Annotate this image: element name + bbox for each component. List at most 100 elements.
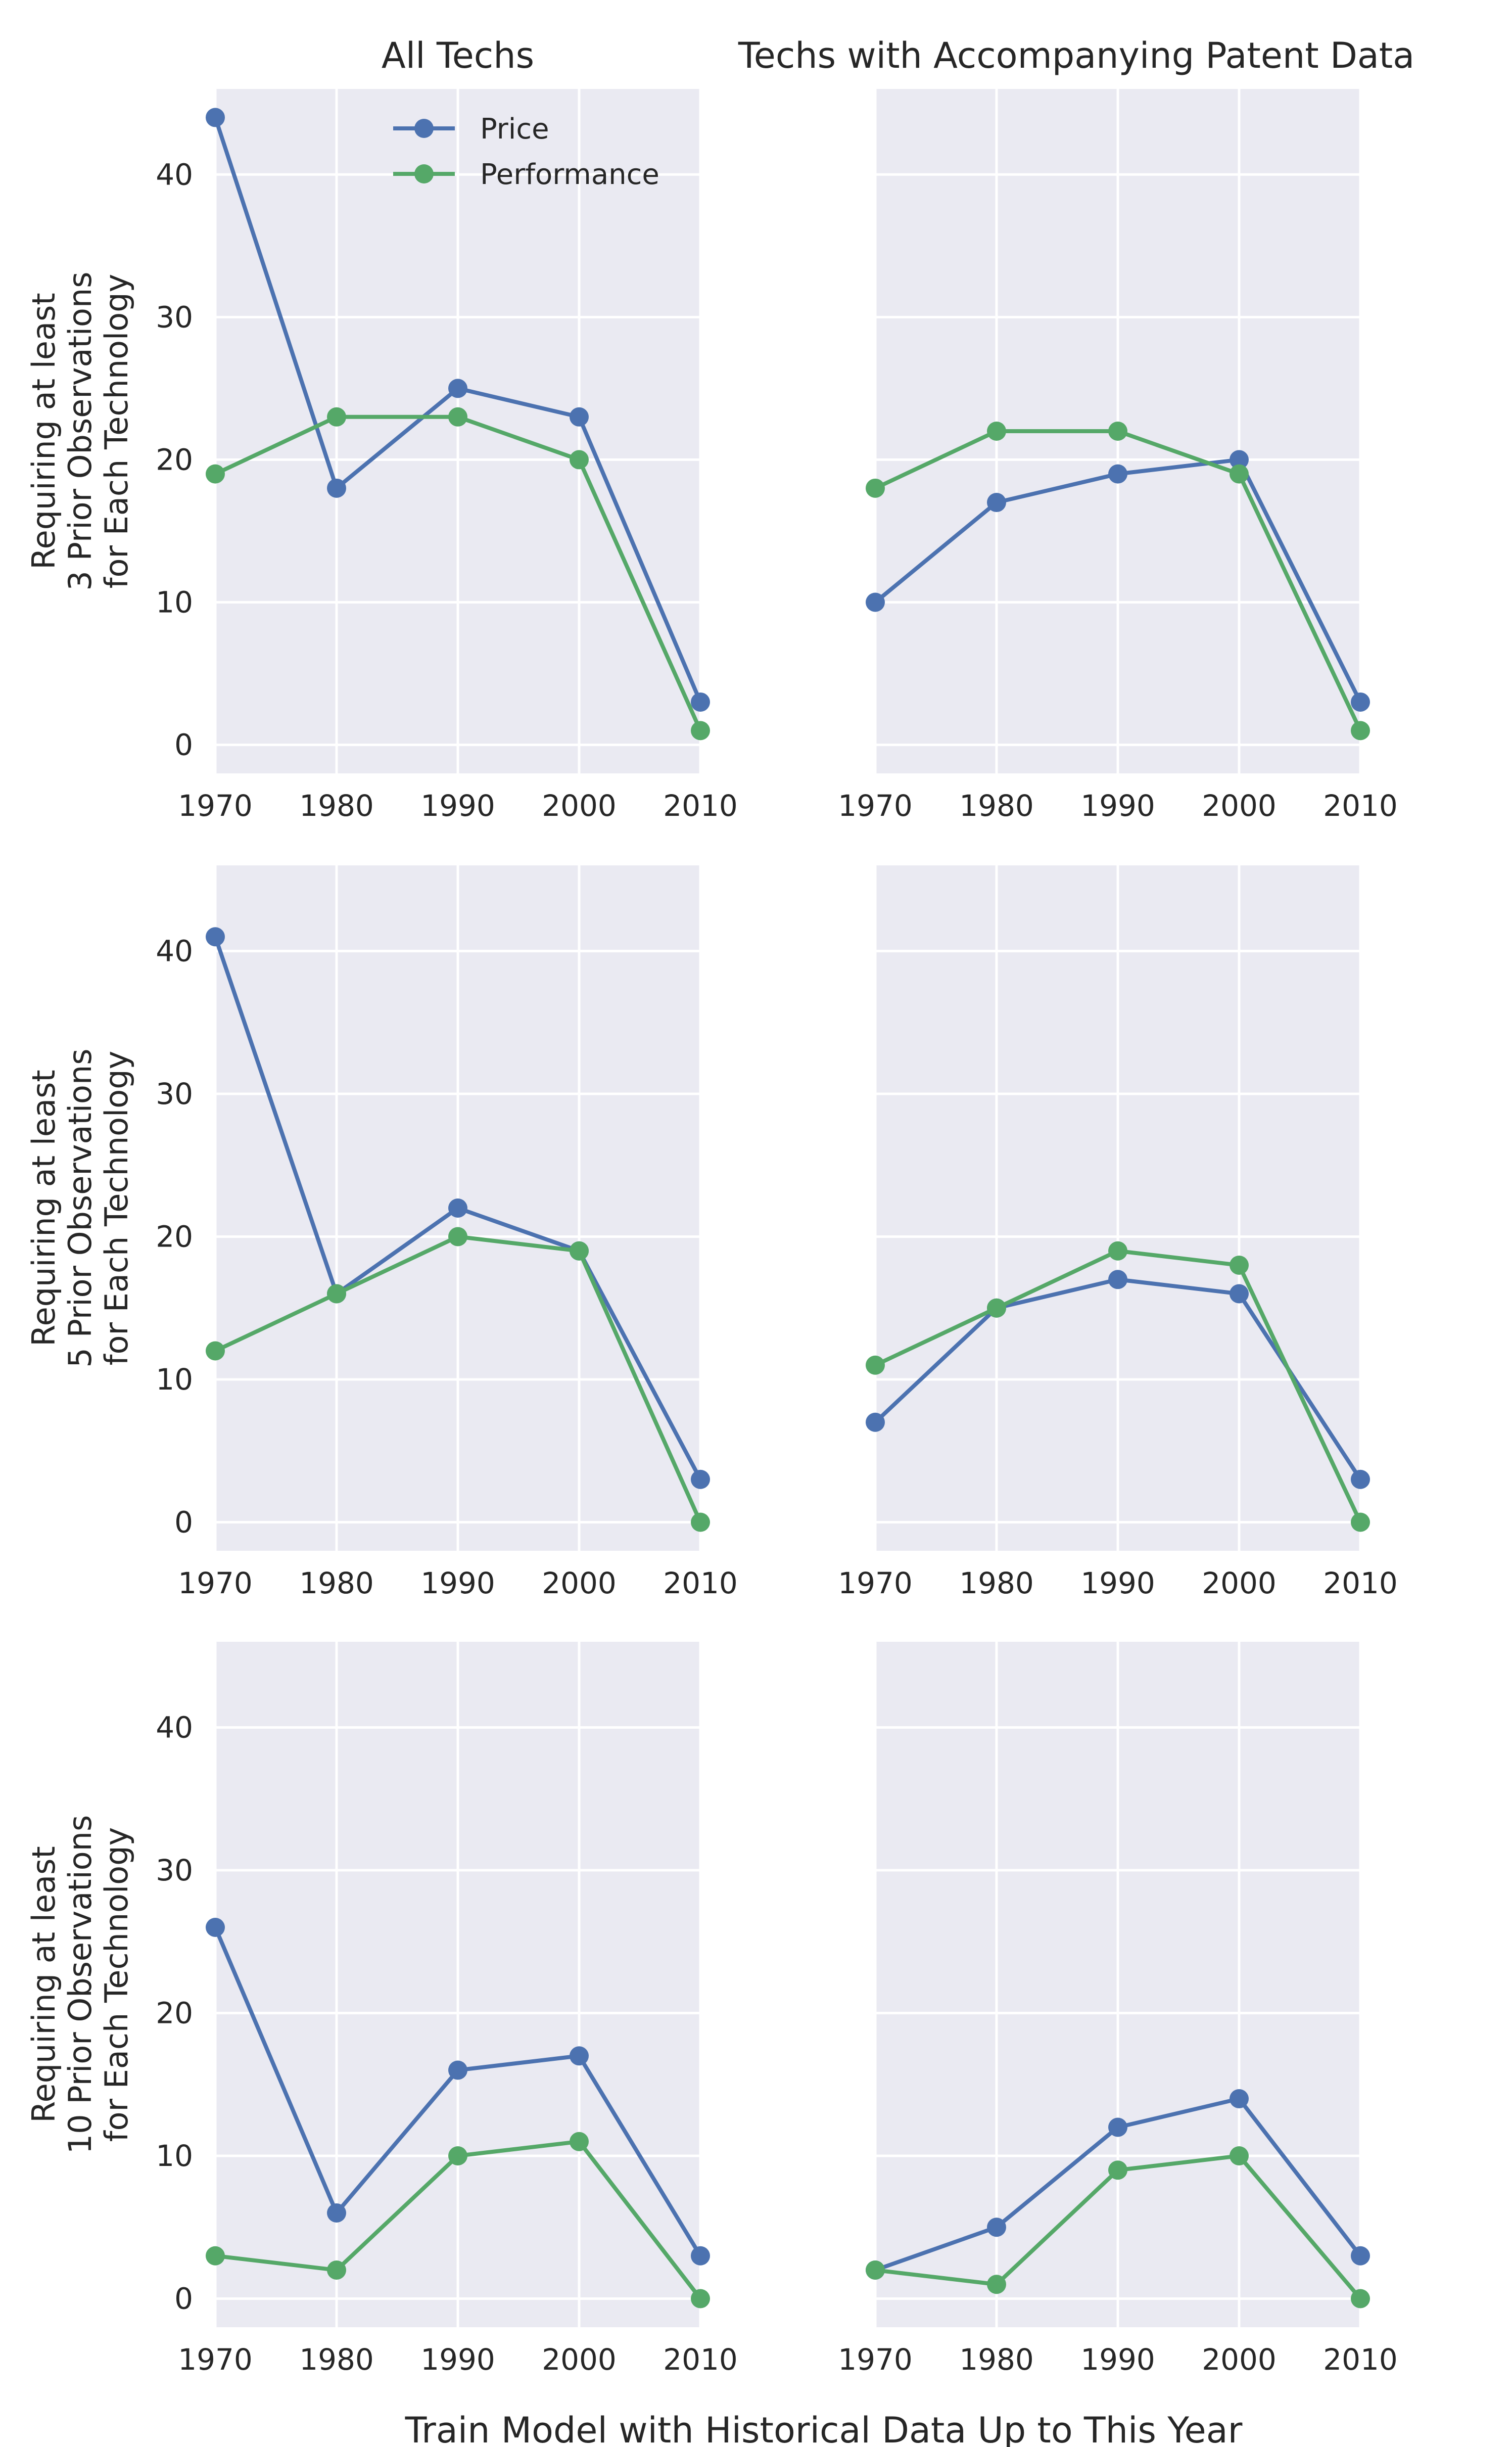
data-point-performance [1230,464,1249,484]
data-point-price [866,1412,885,1432]
data-point-performance [1108,2160,1127,2180]
y-tick-label: 0 [174,2282,193,2316]
data-point-performance [206,464,225,484]
panel-r0-c0: 0 10 20 30 40 1970 1980 1990 2000 2010 Requiring a… [25,89,738,823]
y-tick-label: 0 [174,728,193,762]
data-point-performance [1230,1256,1249,1275]
x-tick-label: 2010 [663,2342,738,2377]
y-tick-label: 10 [156,585,193,620]
y-tick-label: 20 [156,1996,193,2030]
x-tick-label: 2010 [1323,1566,1398,1600]
x-tick-label: 1970 [838,789,913,823]
x-tick-label: 2010 [1323,789,1398,823]
panel-r0-c1: 1970 1980 1990 2000 2010 [838,89,1398,823]
row-label-line: 3 Prior Observations [62,271,99,590]
data-point-price [327,2203,346,2223]
data-point-performance [987,422,1006,441]
data-point-price [1108,464,1127,484]
data-point-performance [1108,422,1127,441]
data-point-price [1230,2089,1249,2108]
row-label-line: Requiring at least [25,1846,62,2122]
x-tick-label: 2010 [663,1566,738,1600]
x-tick-label: 2000 [1202,1566,1277,1600]
data-point-performance [691,1512,710,1532]
column-title-all-techs: All Techs [382,35,534,76]
data-point-price [570,407,589,427]
y-tick-label: 40 [156,157,193,192]
x-tick-label: 2000 [1202,789,1277,823]
row-label-line: for Each Technology [98,274,135,589]
row-label-line: Requiring at least [25,293,62,569]
column-title-patent-techs: Techs with Accompanying Patent Data [738,35,1414,76]
data-point-price [206,927,225,947]
data-point-performance [987,1298,1006,1318]
data-point-price [448,379,467,398]
data-point-performance [570,450,589,470]
data-point-performance [866,1355,885,1375]
data-point-performance [1108,1241,1127,1261]
x-tick-label: 1990 [420,2342,495,2377]
row-label-2: Requiring at least10 Prior Observationsf… [25,1815,135,2154]
row-label-0: Requiring at least3 Prior Observationsfo… [25,271,135,590]
panel-r1-c0: 0 10 20 30 40 1970 1980 1990 2000 2010 Requiring a… [25,865,738,1600]
data-point-performance [448,2146,467,2165]
data-point-performance [1351,2289,1370,2309]
data-point-performance [987,2275,1006,2294]
data-point-performance [866,2260,885,2280]
x-tick-label: 1980 [299,789,374,823]
data-point-price [691,2246,710,2266]
x-tick-label: 1970 [178,1566,253,1600]
x-tick-label: 1990 [1080,789,1155,823]
y-tick-label: 0 [174,1505,193,1540]
panel-r1-c1: 1970 1980 1990 2000 2010 [838,865,1398,1600]
data-point-performance [327,407,346,427]
data-point-price [1351,692,1370,712]
data-point-performance [570,2132,589,2151]
data-point-performance [866,478,885,498]
data-point-performance [1351,1512,1370,1532]
data-point-price [570,2046,589,2066]
x-tick-label: 1980 [299,2342,374,2377]
row-label-line: for Each Technology [98,1051,135,1366]
x-tick-label: 1970 [178,2342,253,2377]
legend-marker-performance [414,164,434,183]
panel-r2-c1: 1970 1980 1990 2000 2010 [838,1642,1398,2377]
x-tick-label: 1980 [299,1566,374,1600]
legend: Price Performance [393,113,659,191]
x-tick-label: 2010 [1323,2342,1398,2377]
x-axis-label: Train Model with Historical Data Up to T… [405,2410,1243,2447]
x-tick-label: 1970 [838,2342,913,2377]
data-point-price [1351,1469,1370,1489]
data-point-price [1351,2246,1370,2266]
y-tick-label: 30 [156,1853,193,1887]
y-tick-label: 20 [156,442,193,477]
data-point-performance [206,2246,225,2266]
data-point-performance [1351,721,1370,741]
x-tick-label: 1970 [838,1566,913,1600]
data-point-price [206,1918,225,1937]
data-point-price [987,493,1006,513]
data-point-performance [448,407,467,427]
row-label-line: 10 Prior Observations [62,1815,99,2154]
x-tick-label: 2000 [542,1566,617,1600]
x-tick-label: 1990 [1080,2342,1155,2377]
data-point-price [1108,1270,1127,1289]
y-tick-label: 10 [156,1362,193,1397]
data-point-price [691,692,710,712]
y-tick-label: 30 [156,1077,193,1111]
data-point-price [1230,450,1249,470]
x-tick-label: 1980 [959,1566,1034,1600]
data-point-price [866,592,885,612]
data-point-price [1230,1284,1249,1304]
data-point-price [327,478,346,498]
x-tick-label: 2000 [542,789,617,823]
y-tick-label: 10 [156,2139,193,2173]
x-tick-label: 2000 [1202,2342,1277,2377]
data-point-price [448,1198,467,1218]
x-tick-label: 1970 [178,789,253,823]
row-label-line: Requiring at least [25,1070,62,1346]
x-tick-label: 2010 [663,789,738,823]
x-tick-label: 1980 [959,789,1034,823]
legend-marker-price [414,119,434,138]
